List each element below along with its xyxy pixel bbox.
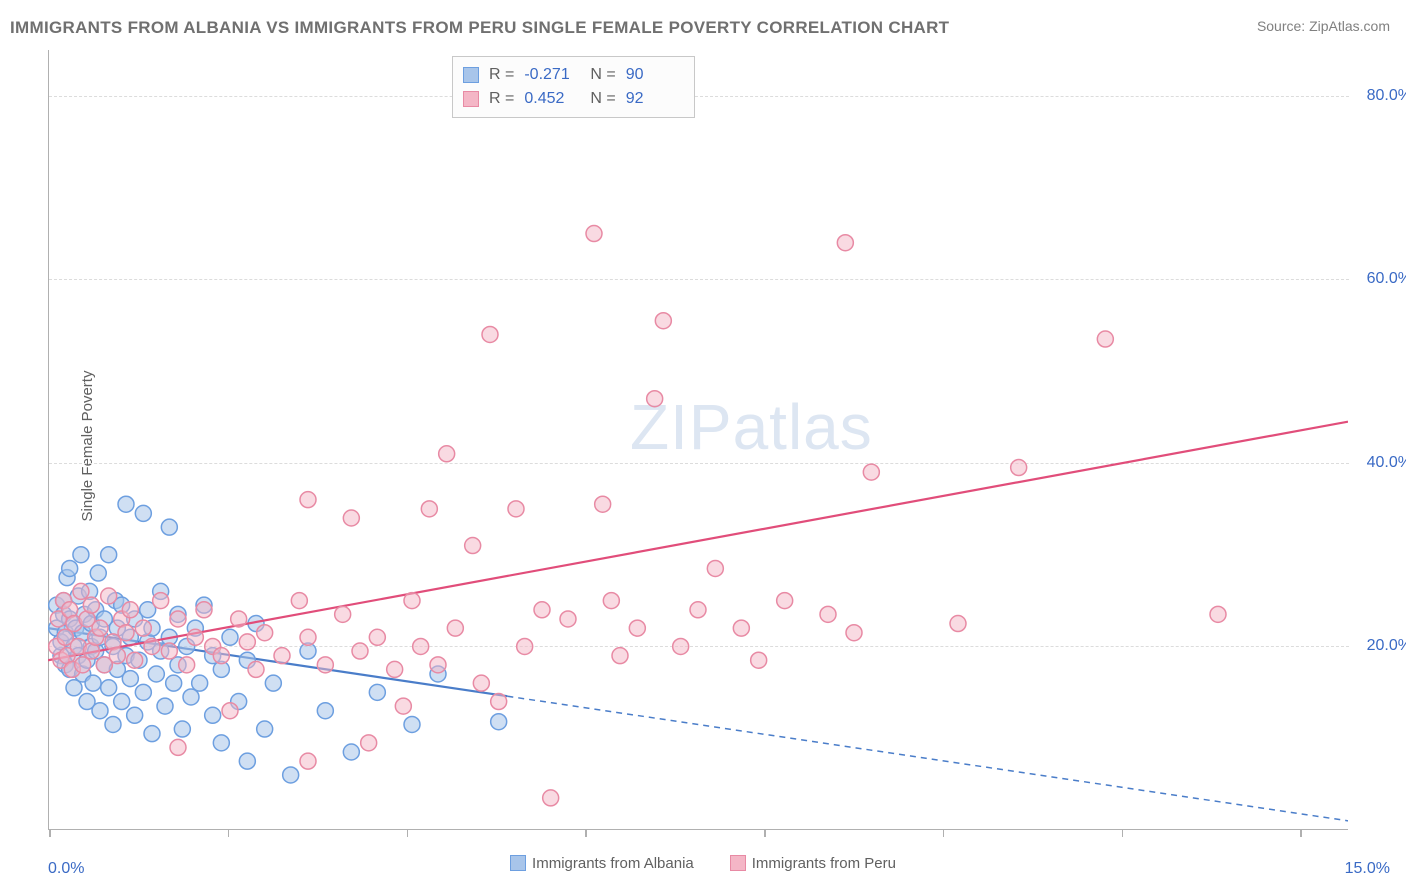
gridline	[49, 646, 1349, 647]
correlation-legend: R = -0.271 N = 90 R = 0.452 N = 92	[452, 56, 695, 118]
legend-row: R = 0.452 N = 92	[463, 87, 682, 111]
r-label: R =	[489, 87, 514, 111]
legend-swatch	[463, 91, 479, 107]
x-tick	[585, 829, 587, 837]
series-legend: Immigrants from Albania Immigrants from P…	[0, 855, 1406, 872]
y-tick-label: 20.0%	[1367, 637, 1406, 655]
legend-item: Immigrants from Albania	[510, 855, 694, 872]
x-tick	[764, 829, 766, 837]
y-tick-label: 60.0%	[1367, 270, 1406, 288]
n-label: N =	[590, 87, 615, 111]
chart-title: IMMIGRANTS FROM ALBANIA VS IMMIGRANTS FR…	[10, 18, 949, 38]
r-label: R =	[489, 63, 514, 87]
x-tick	[407, 829, 409, 837]
n-value: 90	[626, 63, 682, 87]
chart-container: IMMIGRANTS FROM ALBANIA VS IMMIGRANTS FR…	[0, 0, 1406, 892]
gridline	[49, 96, 1349, 97]
legend-label: Immigrants from Peru	[752, 855, 896, 872]
x-tick	[1122, 829, 1124, 837]
x-tick	[228, 829, 230, 837]
gridline	[49, 463, 1349, 464]
legend-label: Immigrants from Albania	[532, 855, 694, 872]
n-label: N =	[590, 63, 615, 87]
x-tick	[49, 829, 51, 837]
x-tick	[1300, 829, 1302, 837]
legend-swatch	[730, 855, 746, 871]
source-attribution: Source: ZipAtlas.com	[1257, 18, 1390, 34]
legend-swatch	[463, 67, 479, 83]
gridline	[49, 279, 1349, 280]
r-value: 0.452	[524, 87, 580, 111]
y-tick-label: 80.0%	[1367, 87, 1406, 105]
legend-row: R = -0.271 N = 90	[463, 63, 682, 87]
legend-swatch	[510, 855, 526, 871]
x-tick	[943, 829, 945, 837]
plot-area: 20.0%40.0%60.0%80.0%	[48, 50, 1348, 830]
legend-item: Immigrants from Peru	[730, 855, 896, 872]
r-value: -0.271	[524, 63, 580, 87]
y-tick-label: 40.0%	[1367, 454, 1406, 472]
n-value: 92	[626, 87, 682, 111]
